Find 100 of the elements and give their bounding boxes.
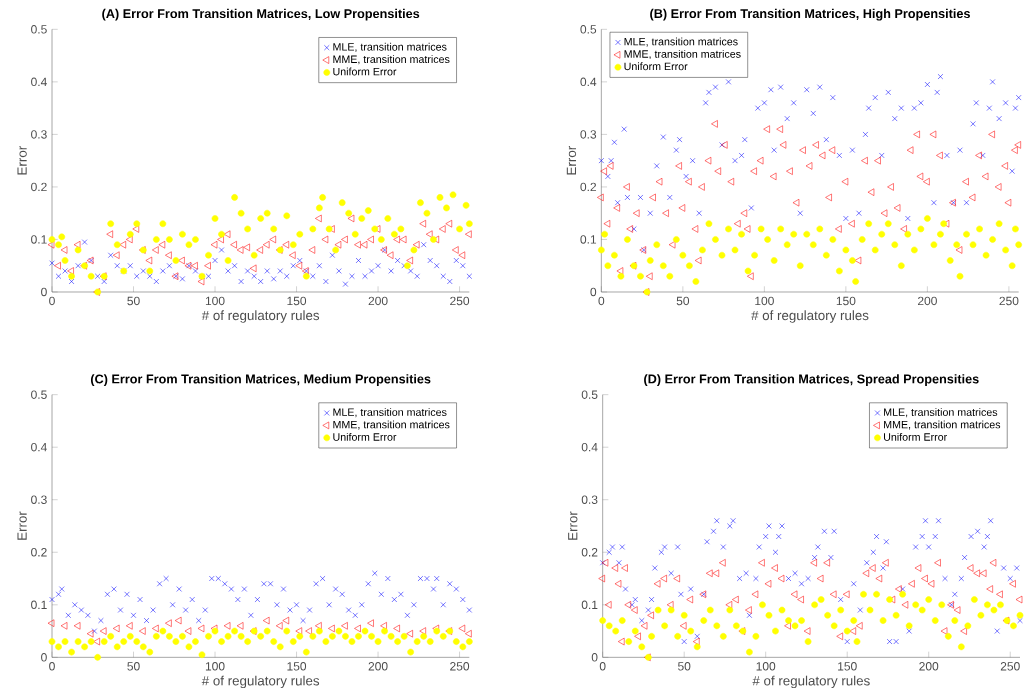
y-tick-label: 0.5 [581, 390, 598, 399]
point [406, 629, 413, 638]
point [223, 622, 231, 630]
point [184, 627, 192, 635]
x-tick-label: 100 [205, 662, 225, 671]
x-tick-label: 200 [917, 296, 937, 306]
point [125, 622, 133, 630]
legend-label: MLE, transition matrices [333, 408, 447, 418]
y-tick-label: 0.3 [580, 130, 597, 139]
point [282, 616, 290, 625]
x-axis-title: # of regulatory rules [201, 310, 320, 323]
y-tick-label: 0.4 [581, 442, 598, 452]
y-tick-label: 0.5 [580, 25, 597, 34]
legend-label: MLE, transition matrices [884, 408, 998, 418]
legend-label: MME, transition matrices [333, 420, 450, 430]
point [197, 624, 205, 633]
point [305, 627, 312, 635]
y-axis-title: Error [17, 511, 27, 540]
x-tick-label: 250 [1000, 662, 1020, 671]
y-tick-label: 0.2 [31, 548, 47, 557]
point [354, 624, 361, 633]
point [165, 619, 172, 627]
y-tick-label: 0 [590, 287, 597, 297]
y-tick-label: 0.2 [581, 548, 598, 557]
y-tick-label: 0.2 [580, 182, 597, 192]
x-tick-label: 0 [598, 296, 605, 306]
legend-label: Uniform Error [624, 62, 688, 71]
legend-label: Uniform Error [333, 67, 397, 76]
point [93, 637, 100, 646]
y-tick-label: 0 [41, 653, 47, 662]
x-tick-label: 50 [127, 662, 140, 671]
y-tick-label: 0.3 [31, 130, 47, 139]
y-tick-label: 0.5 [31, 25, 47, 34]
x-tick-label: 0 [49, 662, 55, 671]
y-tick-label: 0 [591, 653, 598, 662]
x-tick-label: 100 [755, 296, 774, 306]
y-tick-label: 0.1 [580, 235, 597, 244]
y-tick-label: 0.3 [581, 495, 598, 504]
x-tick-label: 50 [677, 662, 691, 671]
x-tick-label: 100 [756, 662, 776, 671]
x-tick-label: 0 [599, 662, 606, 671]
point [367, 619, 374, 627]
legend-label: MME, transition matrices [884, 420, 1001, 430]
point [465, 629, 472, 638]
legend-label: Uniform Error [333, 432, 397, 441]
chart-title: (B) Error From Transition Matrices, High Propensities [650, 8, 970, 21]
x-tick-label: 150 [838, 662, 857, 671]
y-tick-label: 0.4 [31, 442, 47, 452]
point [73, 622, 81, 630]
x-tick-label: 150 [287, 662, 307, 671]
y-tick-label: 0.1 [31, 235, 47, 244]
point [139, 627, 146, 635]
point [236, 622, 244, 630]
point [419, 627, 426, 635]
y-axis-title: Error [566, 146, 577, 175]
chart-title: (C) Error From Transition Matrices, Medium Propensities [90, 374, 431, 386]
chart-title: (D) Error From Transition Matrices, Spread Propensities [644, 374, 979, 386]
x-tick-label: 50 [127, 296, 140, 306]
point [99, 627, 107, 635]
y-tick-label: 0.1 [581, 600, 598, 610]
y-tick-label: 0.5 [31, 390, 47, 399]
point [341, 622, 348, 630]
point [86, 629, 94, 638]
point [47, 619, 55, 627]
legend-label: MLE, transition matrices [333, 42, 447, 52]
x-tick-label: 250 [450, 662, 470, 671]
y-axis-title: Error [568, 511, 578, 540]
x-tick-label: 250 [999, 296, 1019, 306]
point [152, 624, 159, 633]
point [275, 622, 283, 630]
y-tick-label: 0.3 [31, 495, 47, 504]
y-tick-label: 0 [41, 287, 47, 297]
point [262, 616, 270, 625]
y-tick-label: 0.2 [31, 182, 47, 192]
x-tick-label: 150 [836, 296, 856, 306]
x-tick-label: 0 [49, 296, 55, 306]
x-tick-label: 100 [205, 296, 225, 306]
point [112, 624, 120, 633]
x-tick-label: 200 [368, 296, 388, 306]
y-axis-title: Error [17, 146, 27, 175]
chart-title: (A) Error From Transition Matrices, Low Propensities [102, 8, 420, 21]
x-tick-label: 150 [287, 296, 307, 306]
y-tick-label: 0.4 [31, 77, 47, 87]
legend-label: Uniform Error [884, 432, 947, 441]
x-tick-label: 200 [919, 662, 939, 671]
point [295, 627, 303, 635]
y-tick-label: 0.4 [580, 77, 597, 87]
x-tick-label: 200 [368, 662, 388, 671]
x-axis-title: # of regulatory rules [751, 310, 869, 323]
y-tick-label: 0.1 [31, 600, 47, 610]
point [393, 624, 400, 633]
legend-label: MLE, transition matrices [624, 37, 738, 47]
point [60, 622, 68, 630]
point [174, 616, 182, 625]
x-axis-title: # of regulatory rules [201, 675, 320, 689]
point [328, 624, 335, 633]
x-axis-title: # of regulatory rules [752, 675, 870, 689]
x-tick-label: 250 [450, 296, 470, 306]
point [458, 624, 466, 633]
legend-label: MME, transition matrices [624, 49, 741, 60]
